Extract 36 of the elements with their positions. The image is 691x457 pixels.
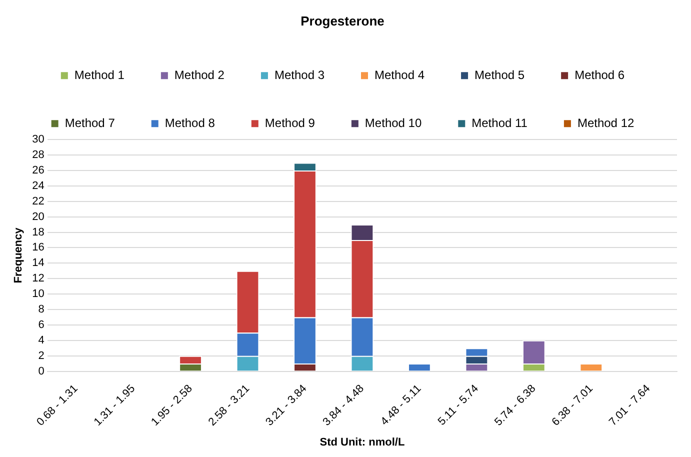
- y-tick-label: 22: [32, 195, 44, 208]
- legend-label: Method 6: [574, 68, 625, 82]
- legend-label: Method 5: [474, 68, 525, 82]
- y-tick-label: 6: [38, 318, 44, 331]
- x-tick-label: 3.84 - 4.48: [320, 382, 366, 428]
- legend-label: Method 7: [64, 116, 116, 130]
- legend-label: Method 3: [274, 68, 325, 82]
- y-tick-label: 18: [32, 226, 44, 238]
- x-tick-label: 7.01 - 7.64: [606, 382, 653, 428]
- legend-label: Method 12: [577, 116, 634, 130]
- legend-label: Method 1: [74, 68, 125, 82]
- legend-label: Method 8: [164, 116, 216, 130]
- y-tick-label: 14: [32, 257, 44, 270]
- chart-title: Progesterone: [300, 13, 384, 28]
- y-tick-label: 24: [32, 180, 44, 192]
- y-tick-label: 16: [32, 242, 44, 254]
- y-tick-label: 10: [32, 288, 44, 300]
- legend-label: Method 9: [264, 116, 316, 130]
- y-tick-label: 4: [38, 334, 44, 346]
- x-axis-title: Std Unit: nmol/L: [320, 436, 405, 448]
- legend-label: Method 4: [374, 68, 425, 82]
- y-tick-label: 0: [38, 365, 44, 378]
- x-tick-label: 6.38 - 7.01: [550, 382, 596, 428]
- x-tick-label: 4.48 - 5.11: [378, 382, 424, 428]
- y-tick-label: 12: [32, 272, 44, 285]
- y-tick-label: 2: [38, 350, 44, 362]
- y-tick-label: 20: [32, 210, 44, 223]
- legend-label: Method 2: [174, 68, 225, 82]
- legend-label: Method 11: [472, 116, 528, 130]
- y-tick-label: 28: [32, 149, 44, 162]
- legend-label: Method 10: [364, 116, 422, 130]
- y-tick-label: 30: [32, 134, 44, 146]
- y-tick-label: 26: [32, 164, 44, 177]
- y-tick-label: 8: [38, 304, 44, 316]
- y-axis-title: Frequency: [12, 226, 25, 284]
- x-tick-label: 0.68 - 1.31: [34, 382, 80, 428]
